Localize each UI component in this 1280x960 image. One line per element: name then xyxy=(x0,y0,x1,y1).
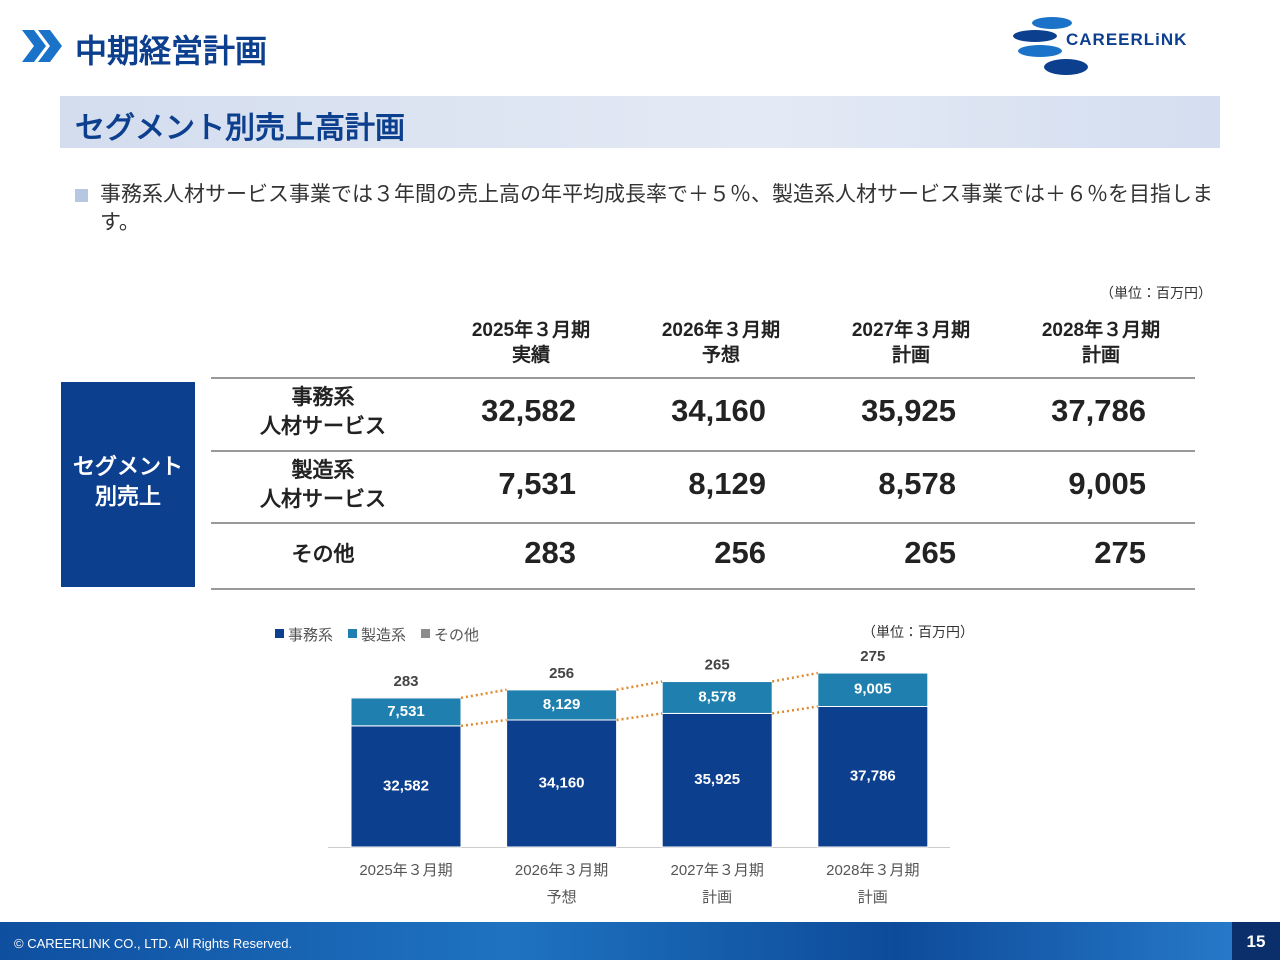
x-tick-label: 2027年３月期 計画 xyxy=(670,862,764,906)
value-label: 37,786 xyxy=(850,768,896,785)
copyright: © CAREERLINK CO., LTD. All Rights Reserv… xyxy=(14,936,293,951)
section-title: セグメント別売上高計画 xyxy=(75,112,405,145)
row-label: 事務系 人材サービス xyxy=(260,386,386,438)
trend-connector xyxy=(616,680,663,691)
row-rule xyxy=(211,450,1195,452)
table-cell: 256 xyxy=(714,535,766,570)
table-cell: 275 xyxy=(1094,535,1146,570)
value-label: 7,531 xyxy=(387,703,425,720)
column-header: 2025年３月期 実績 xyxy=(471,320,591,366)
bar-segment xyxy=(661,681,773,714)
table-cell: 35,925 xyxy=(861,393,956,428)
value-label: 275 xyxy=(860,648,885,665)
column-header: 2028年３月期 計画 xyxy=(1041,320,1161,366)
bar-segment xyxy=(817,671,929,674)
trend-connector xyxy=(460,688,507,700)
table-cell: 34,160 xyxy=(671,393,766,428)
legend-swatch xyxy=(421,629,430,638)
trend-connector xyxy=(771,671,819,683)
value-label: 35,925 xyxy=(694,771,740,788)
bullet-text: 事務系人材サービス事業では３年間の売上高の年平均成長率で＋５％、製造系人材サービ… xyxy=(100,183,1213,234)
chart: 32,582 7,531 283 34,160 8,129 256 35,925 8,578 2… xyxy=(328,648,950,848)
bar-segment xyxy=(506,688,618,691)
bar-segment xyxy=(661,680,773,683)
x-tick-label: 2028年３月期 計画 xyxy=(826,862,920,906)
logo-shape xyxy=(1044,59,1088,75)
group-cell xyxy=(61,382,195,587)
legend-swatch xyxy=(275,629,284,638)
table-cell: 8,578 xyxy=(878,466,956,501)
legend-label: 製造系 xyxy=(361,627,407,644)
legend-swatch xyxy=(348,629,357,638)
chevron-icon xyxy=(38,30,62,62)
value-label: 34,160 xyxy=(539,774,585,791)
table-cell: 283 xyxy=(524,535,576,570)
logo-shape xyxy=(1018,45,1062,57)
bar-segment xyxy=(350,725,462,848)
chevron-icon xyxy=(22,30,46,62)
bar-segment xyxy=(817,706,929,848)
legend-label: 事務系 xyxy=(288,627,334,644)
trend-connector xyxy=(616,712,663,722)
table-cell: 265 xyxy=(904,535,956,570)
logo-shape xyxy=(1013,30,1057,42)
footer-bar xyxy=(0,922,1280,960)
bullet-marker xyxy=(75,189,88,202)
table-unit: （単位：百万円） xyxy=(1100,285,1212,301)
x-tick-label: 2026年３月期 予想 xyxy=(514,862,609,906)
table-cell: 32,582 xyxy=(481,393,576,428)
value-label: 265 xyxy=(705,657,730,674)
bar-segment xyxy=(506,719,618,848)
page-number-box xyxy=(1232,922,1280,960)
logo-shape xyxy=(1032,17,1072,29)
logo: CAREERLiNK xyxy=(1066,30,1188,49)
bar-segment xyxy=(350,697,462,727)
table-cell: 7,531 xyxy=(498,466,576,501)
value-label: 9,005 xyxy=(854,681,892,698)
x-tick-label: 2025年３月期 xyxy=(359,862,453,879)
value-label: 283 xyxy=(393,673,418,690)
row-rule xyxy=(211,588,1195,590)
row-label: 製造系 人材サービス xyxy=(260,459,386,511)
row-rule xyxy=(211,377,1195,379)
trend-connector xyxy=(460,718,507,728)
value-label: 256 xyxy=(549,665,574,682)
page-title: 中期経営計画 xyxy=(75,33,268,69)
trend-connector xyxy=(772,705,818,715)
section-bar xyxy=(60,96,1220,148)
value-label: 8,129 xyxy=(543,696,581,713)
page-number: 15 xyxy=(1246,932,1266,951)
value-label: 32,582 xyxy=(383,777,429,794)
chart-unit: （単位：百万円） xyxy=(862,624,974,640)
value-label: 8,578 xyxy=(698,688,736,705)
column-header: 2027年３月期 計画 xyxy=(851,320,971,366)
row-label: その他 xyxy=(291,542,355,566)
table-cell: 9,005 xyxy=(1068,466,1146,501)
group-label: セグメント 別売上 xyxy=(72,454,183,509)
row-rule xyxy=(211,522,1195,524)
bar-segment xyxy=(817,672,929,708)
column-header: 2026年３月期 予想 xyxy=(661,320,781,366)
legend-label: その他 xyxy=(434,627,480,644)
table-cell: 37,786 xyxy=(1051,393,1146,428)
bar-segment xyxy=(350,696,462,699)
bar-segment xyxy=(506,689,618,721)
table-cell: 8,129 xyxy=(688,466,766,501)
